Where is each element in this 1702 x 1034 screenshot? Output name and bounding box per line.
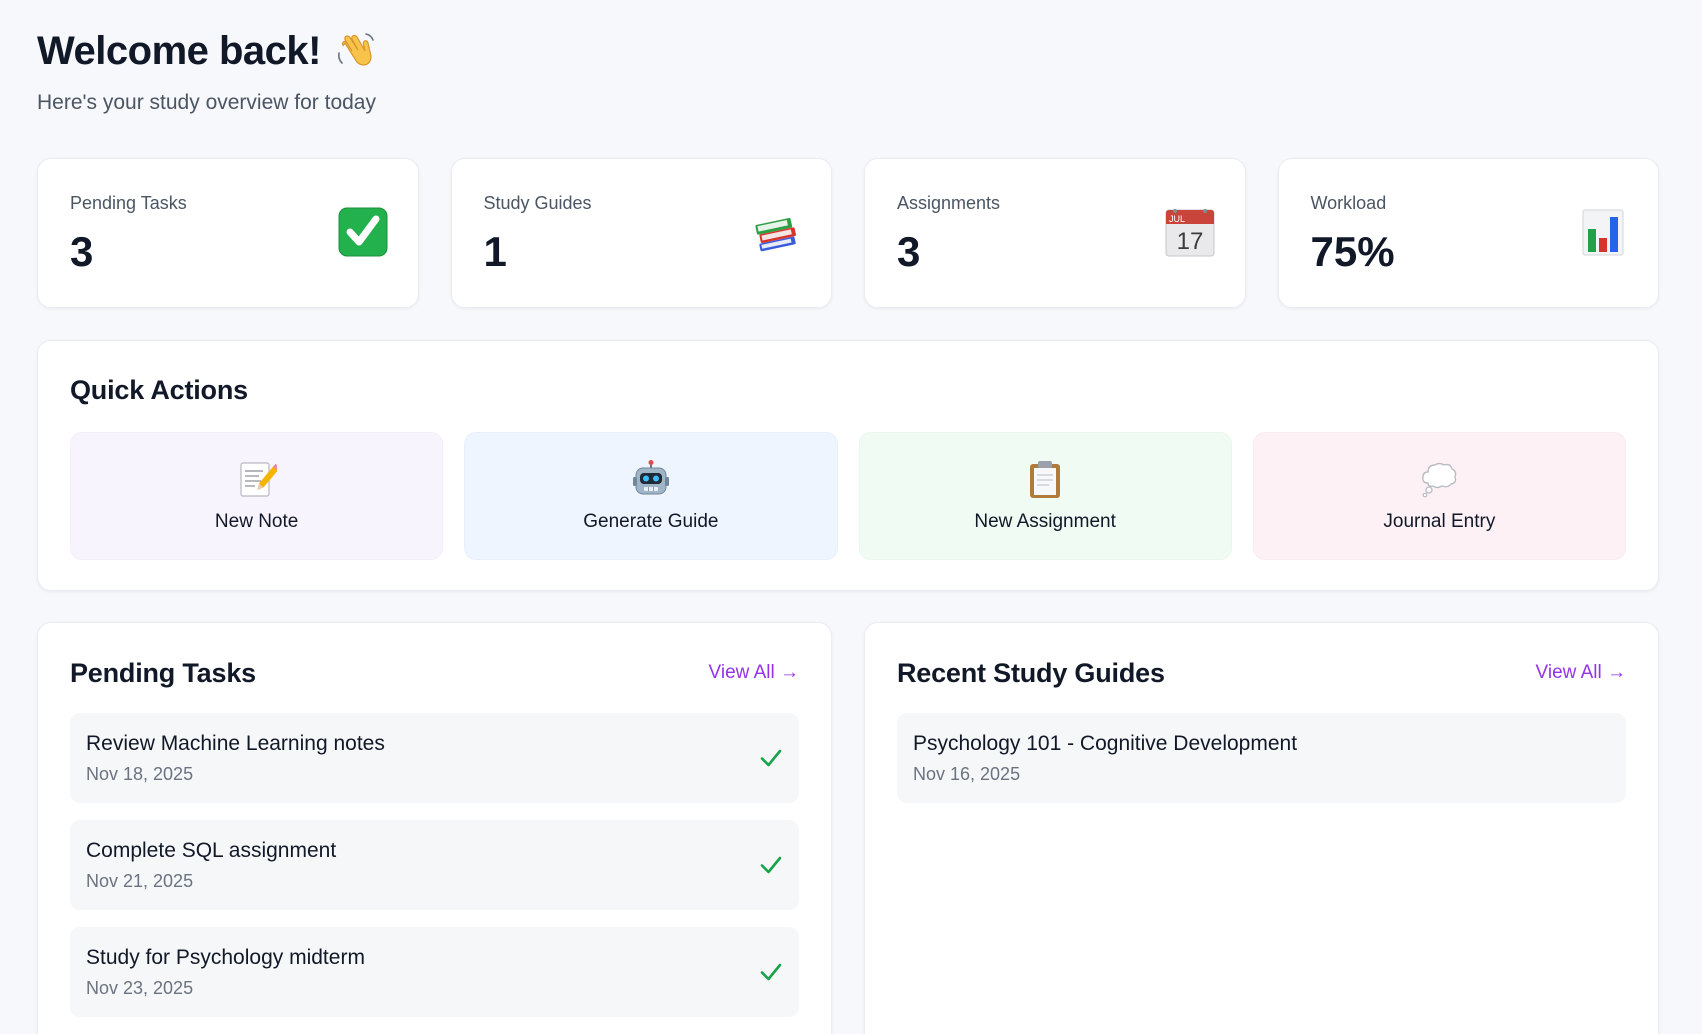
recent-guides-view-all-link[interactable]: View All →: [1535, 662, 1626, 683]
recent-guides-list: Psychology 101 - Cognitive Development N…: [897, 713, 1626, 803]
task-date: Nov 21, 2025: [86, 871, 194, 891]
page-title: Welcome back!: [37, 27, 1665, 75]
memo-icon: [240, 462, 277, 497]
stat-label: Pending Tasks: [70, 193, 187, 213]
quick-actions-grid: New Note Generate Guide: [70, 432, 1626, 560]
waving-hand-icon: [338, 33, 374, 66]
guide-item[interactable]: Psychology 101 - Cognitive Development N…: [897, 713, 1626, 803]
stats-row: Pending Tasks 3 Study Guides 1: [37, 158, 1659, 308]
checkmark-icon: [760, 963, 782, 981]
clipboard-icon: [1030, 461, 1061, 498]
recent-guides-title: Recent Study Guides: [897, 657, 1165, 688]
recent-guides-header: Recent Study Guides View All →: [897, 657, 1626, 689]
new-assignment-label: New Assignment: [974, 511, 1116, 532]
task-title: Review Machine Learning notes: [86, 732, 385, 755]
task-date: Nov 18, 2025: [86, 764, 194, 784]
generate-guide-label: Generate Guide: [583, 511, 719, 532]
pending-tasks-panel: Pending Tasks View All → Review Machine …: [37, 622, 832, 1034]
stat-label: Study Guides: [483, 193, 592, 213]
checkmark-icon: [760, 856, 782, 874]
journal-entry-button[interactable]: Journal Entry: [1252, 432, 1626, 560]
new-assignment-button[interactable]: New Assignment: [858, 432, 1232, 560]
thought-bubble-icon: [1422, 462, 1457, 498]
calendar-icon: JUL 17: [1165, 209, 1214, 257]
task-date: Nov 23, 2025: [86, 978, 194, 998]
complete-task-button[interactable]: [757, 958, 785, 986]
pending-tasks-header: Pending Tasks View All →: [70, 657, 799, 689]
bar-chart-icon: [1582, 209, 1624, 256]
task-title: Study for Psychology midterm: [86, 946, 365, 969]
page-subtitle: Here's your study overview for today: [37, 91, 376, 114]
complete-task-button[interactable]: [757, 851, 785, 879]
stat-card-study-guides[interactable]: Study Guides 1: [450, 158, 832, 308]
pending-tasks-title: Pending Tasks: [70, 657, 256, 688]
checkmark-icon: [760, 749, 782, 767]
guide-title: Psychology 101 - Cognitive Development: [913, 732, 1298, 755]
guide-date: Nov 16, 2025: [913, 764, 1021, 784]
welcome-text: Welcome back!: [37, 28, 322, 73]
stat-value: 3: [70, 228, 94, 275]
pending-tasks-view-all-link[interactable]: View All →: [708, 662, 799, 683]
books-icon: [755, 217, 796, 252]
task-item[interactable]: Complete SQL assignment Nov 21, 2025: [70, 820, 799, 910]
quick-actions-panel: Quick Actions New Note: [37, 340, 1659, 591]
new-note-label: New Note: [214, 511, 299, 532]
check-mark-button-icon: [338, 207, 387, 257]
calendar-icon-month: JUL: [1169, 214, 1185, 224]
journal-entry-label: Journal Entry: [1383, 511, 1496, 532]
stat-card-assignments[interactable]: Assignments 3 JUL 17: [864, 158, 1246, 308]
page-header: Welcome back! Here's your study overview…: [37, 0, 1665, 115]
stat-value: 75%: [1310, 228, 1395, 275]
pending-tasks-list: Review Machine Learning notes Nov 18, 20…: [70, 713, 799, 1017]
recent-study-guides-panel: Recent Study Guides View All → Psycholog…: [864, 622, 1659, 1034]
new-note-button[interactable]: New Note: [70, 432, 444, 560]
generate-guide-button[interactable]: Generate Guide: [464, 432, 838, 560]
task-title: Complete SQL assignment: [86, 839, 337, 862]
calendar-icon-day: 17: [1176, 228, 1203, 255]
stat-value: 1: [483, 228, 507, 275]
stat-label: Assignments: [897, 193, 1001, 213]
stat-label: Workload: [1310, 193, 1387, 213]
stat-card-pending-tasks[interactable]: Pending Tasks 3: [37, 158, 419, 308]
bottom-panels: Pending Tasks View All → Review Machine …: [37, 622, 1659, 1034]
stat-value: 3: [897, 228, 921, 275]
robot-icon: [632, 460, 669, 495]
quick-actions-title: Quick Actions: [70, 375, 248, 405]
task-item[interactable]: Review Machine Learning notes Nov 18, 20…: [70, 713, 799, 803]
task-item[interactable]: Study for Psychology midterm Nov 23, 202…: [70, 927, 799, 1017]
stat-card-workload[interactable]: Workload 75%: [1277, 158, 1659, 308]
complete-task-button[interactable]: [757, 744, 785, 772]
